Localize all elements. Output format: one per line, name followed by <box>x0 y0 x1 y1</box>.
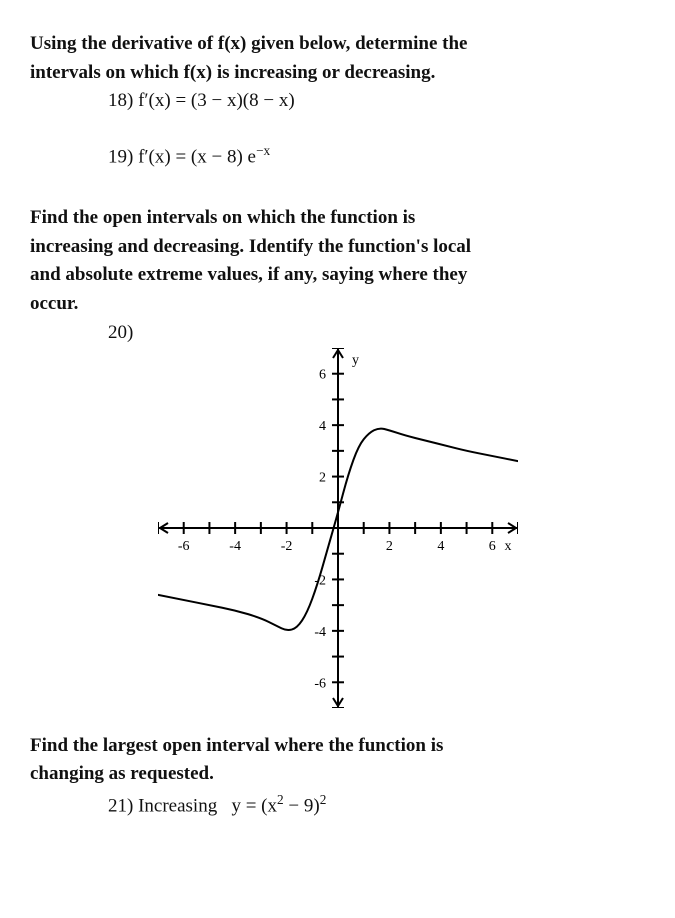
heading-1-line-2: intervals on which f(x) is increasing or… <box>30 61 645 86</box>
heading-2-line-1: Find the open intervals on which the fun… <box>30 206 645 231</box>
graph-svg: -6-4-2246-6-4-2246yx <box>158 348 518 708</box>
problem-20-number: 20) <box>108 322 133 343</box>
svg-text:-4: -4 <box>229 539 241 554</box>
problem-21: 21) Increasing y = (x2 − 9)2 <box>30 791 645 819</box>
heading-1-line-1: Using the derivative of f(x) given below… <box>30 32 645 57</box>
problem-21-expr-a: y = (x <box>231 795 277 816</box>
problem-21-number: 21) <box>108 795 138 816</box>
problem-18: 18) f′(x) = (3 − x)(8 − x) <box>30 89 645 114</box>
svg-text:-2: -2 <box>280 539 292 554</box>
problem-21-exp-1: 2 <box>277 792 284 807</box>
problem-20: 20) -6-4-2246-6-4-2246yx <box>30 321 645 708</box>
svg-text:y: y <box>352 353 359 368</box>
problem-19: 19) f′(x) = (x − 8) e−x <box>30 142 645 170</box>
svg-text:4: 4 <box>437 539 444 554</box>
heading-3-line-2: changing as requested. <box>30 762 645 787</box>
heading-2-line-4: occur. <box>30 292 645 317</box>
heading-2-line-3: and absolute extreme values, if any, say… <box>30 263 645 288</box>
svg-text:-6: -6 <box>314 676 326 691</box>
svg-text:6: 6 <box>319 367 326 382</box>
problem-19-number: 19) <box>108 146 138 167</box>
problem-21-expr-b: − 9) <box>284 795 320 816</box>
problem-19-expression-base: f′(x) = (x − 8) e <box>138 146 256 167</box>
heading-2-line-2: increasing and decreasing. Identify the … <box>30 235 645 260</box>
problem-21-word: Increasing <box>138 795 217 816</box>
svg-text:4: 4 <box>319 419 326 434</box>
svg-text:2: 2 <box>385 539 392 554</box>
svg-text:6: 6 <box>488 539 495 554</box>
problem-20-graph: -6-4-2246-6-4-2246yx <box>30 348 645 708</box>
svg-text:-6: -6 <box>177 539 189 554</box>
heading-3-line-1: Find the largest open interval where the… <box>30 734 645 759</box>
svg-text:-4: -4 <box>314 624 326 639</box>
problem-21-exp-2: 2 <box>320 792 327 807</box>
svg-text:2: 2 <box>319 470 326 485</box>
problem-18-expression: f′(x) = (3 − x)(8 − x) <box>138 90 295 111</box>
problem-19-expression-exp: −x <box>256 143 270 158</box>
svg-text:x: x <box>504 539 511 554</box>
problem-18-number: 18) <box>108 90 138 111</box>
